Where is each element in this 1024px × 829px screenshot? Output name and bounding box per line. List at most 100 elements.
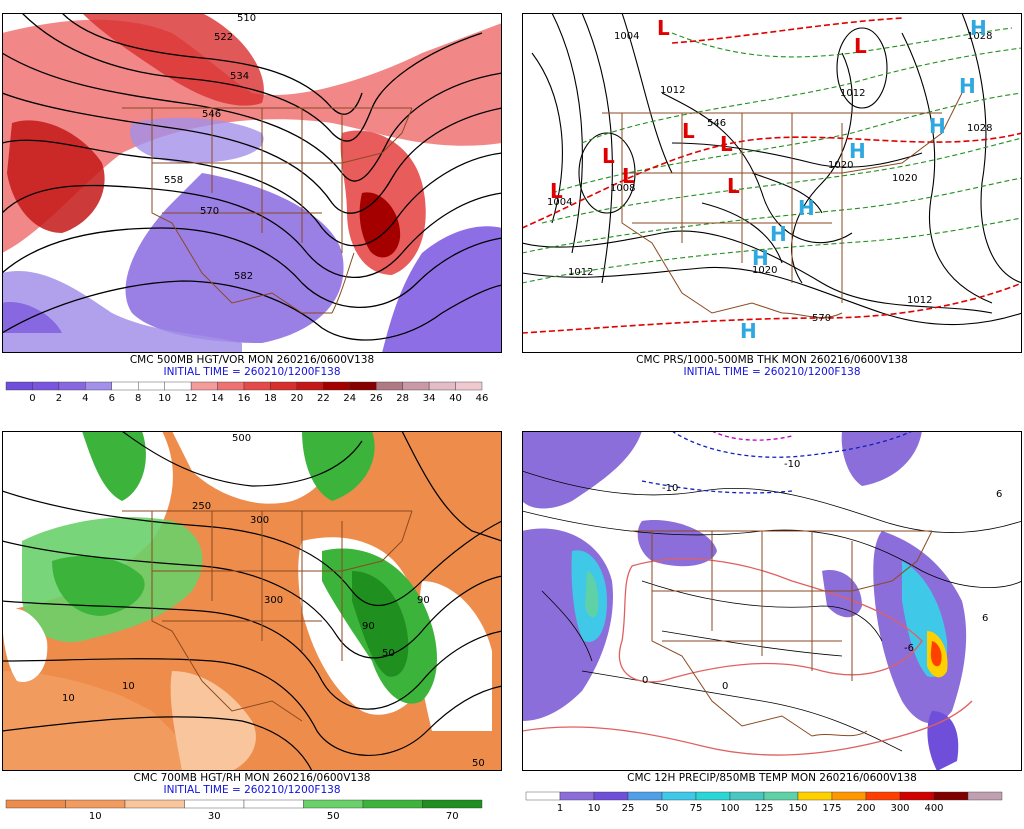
colorbar-swatch	[323, 381, 350, 391]
panel-title: CMC PRS/1000-500MB THK MON 260216/0600V1…	[636, 354, 908, 366]
initial-time: INITIAL TIME = 260210/1200F138	[163, 784, 341, 796]
temp-label: 6	[996, 489, 1002, 500]
colorbar-label: 1	[557, 803, 563, 814]
high-pressure-symbol: H	[740, 319, 757, 343]
colorbar-precip: 1 10 25 50 75 100 125 150 175 200 300 400	[522, 791, 1022, 821]
isobar-label: 1012	[907, 295, 932, 306]
colorbar-swatch	[559, 791, 595, 801]
rh-label: 90	[417, 595, 430, 606]
colorbar-swatch	[243, 381, 271, 391]
colorbar-swatch	[5, 381, 33, 391]
high-pressure-symbol: H	[929, 114, 946, 138]
low-pressure-symbol: L	[682, 119, 695, 143]
colorbar-swatch	[190, 381, 218, 391]
colorbar-label: 12	[185, 393, 198, 404]
colorbar-swatch	[270, 381, 298, 391]
colorbar-label: 75	[690, 803, 703, 814]
temp-label: 0	[642, 675, 648, 686]
colorbar-rh: 1030507090	[2, 799, 502, 829]
colorbar-label: 34	[423, 393, 436, 404]
contour-label: 300	[250, 515, 269, 526]
colorbar-swatch	[402, 381, 430, 391]
colorbar-label: 4	[82, 393, 88, 404]
colorbar-swatch	[5, 799, 66, 809]
isobar-label: 1004	[547, 197, 572, 208]
colorbar-swatch	[138, 381, 165, 391]
colorbar-swatch	[428, 381, 456, 391]
colorbar-swatch	[32, 381, 60, 391]
isobar-label: 1012	[660, 85, 685, 96]
colorbar-swatch	[184, 799, 245, 809]
colorbar-swatch	[217, 381, 245, 391]
colorbar-label: 150	[788, 803, 807, 814]
isobar-label: 1012	[840, 88, 865, 99]
contour-label: 570	[200, 206, 219, 217]
contour-label: 558	[164, 175, 183, 186]
colorbar-swatch	[593, 791, 629, 801]
colorbar-swatch	[349, 381, 377, 391]
temp-label: -10	[662, 483, 678, 494]
temp-label: -10	[784, 459, 800, 470]
colorbar-swatch	[797, 791, 833, 801]
colorbar-label: 46	[476, 393, 489, 404]
rh-label: 10	[122, 681, 135, 692]
colorbar-label: 25	[622, 803, 635, 814]
colorbar-label: 26	[370, 393, 383, 404]
temp-label: -6	[904, 643, 914, 654]
colorbar-label: 14	[211, 393, 224, 404]
colorbar-label: 125	[754, 803, 773, 814]
low-pressure-symbol: L	[622, 164, 635, 188]
colorbar-label: 0	[29, 393, 35, 404]
colorbar-label: 6	[109, 393, 115, 404]
thickness-label: 570	[812, 313, 831, 324]
isobar-label: 1020	[828, 160, 853, 171]
colorbar-swatch	[376, 381, 403, 391]
colorbar-label: 16	[238, 393, 251, 404]
colorbar-label: 30	[208, 811, 221, 822]
low-pressure-symbol: L	[854, 34, 867, 58]
isobar-label: 1012	[568, 267, 593, 278]
initial-time: INITIAL TIME = 260210/1200F138	[163, 366, 341, 378]
colorbar-vorticity: 0 2 4 6 8 10 12 14 16 18 20 22 24 26 28 34 40 46	[2, 381, 502, 411]
colorbar-label: 8	[135, 393, 141, 404]
colorbar-label: 18	[264, 393, 277, 404]
panel-title: CMC 12H PRECIP/850MB TEMP MON 260216/060…	[627, 772, 917, 784]
colorbar-swatch	[627, 791, 663, 801]
colorbar-swatch	[303, 799, 364, 809]
temp-label: 0	[722, 681, 728, 692]
high-pressure-symbol: H	[770, 222, 787, 246]
high-pressure-symbol: H	[798, 196, 815, 220]
contour-label: 534	[230, 71, 249, 82]
colorbar-label: 24	[343, 393, 356, 404]
isobar-label: 1028	[967, 123, 992, 134]
colorbar-label: 400	[924, 803, 943, 814]
colorbar-label: 50	[656, 803, 669, 814]
colorbar-swatch	[164, 381, 192, 391]
colorbar-label: 50	[327, 811, 340, 822]
map-500mb-vorticity: 510 522 534 546 558 570 582	[2, 13, 502, 353]
map-700mb-rh: 300 250 500 300 90 90 50 50 10 10	[2, 431, 502, 771]
contour-label: 582	[234, 271, 253, 282]
rh-label: 50	[472, 758, 485, 769]
colorbar-label: 100	[720, 803, 739, 814]
isobar-label: 1028	[967, 31, 992, 42]
colorbar-swatch	[124, 799, 185, 809]
panel-title: CMC 700MB HGT/RH MON 260216/0600V138	[133, 772, 371, 784]
colorbar-swatch	[58, 381, 86, 391]
colorbar-label: 20	[291, 393, 304, 404]
isobar-label: 1020	[752, 265, 777, 276]
contour-label: 250	[192, 501, 211, 512]
high-pressure-symbol: H	[959, 74, 976, 98]
colorbar-swatch	[65, 799, 126, 809]
colorbar-label: 300	[890, 803, 909, 814]
colorbar-swatch	[967, 791, 1003, 801]
colorbar-swatch	[865, 791, 901, 801]
colorbar-swatch	[661, 791, 697, 801]
rh-label: 10	[62, 693, 75, 704]
panel-title: CMC 500MB HGT/VOR MON 260216/0600V138	[129, 354, 375, 366]
contour-label: 522	[214, 32, 233, 43]
contour-label: 300	[264, 595, 283, 606]
colorbar-swatch	[729, 791, 765, 801]
colorbar-label: 40	[449, 393, 462, 404]
contour-label: 500	[232, 433, 251, 444]
